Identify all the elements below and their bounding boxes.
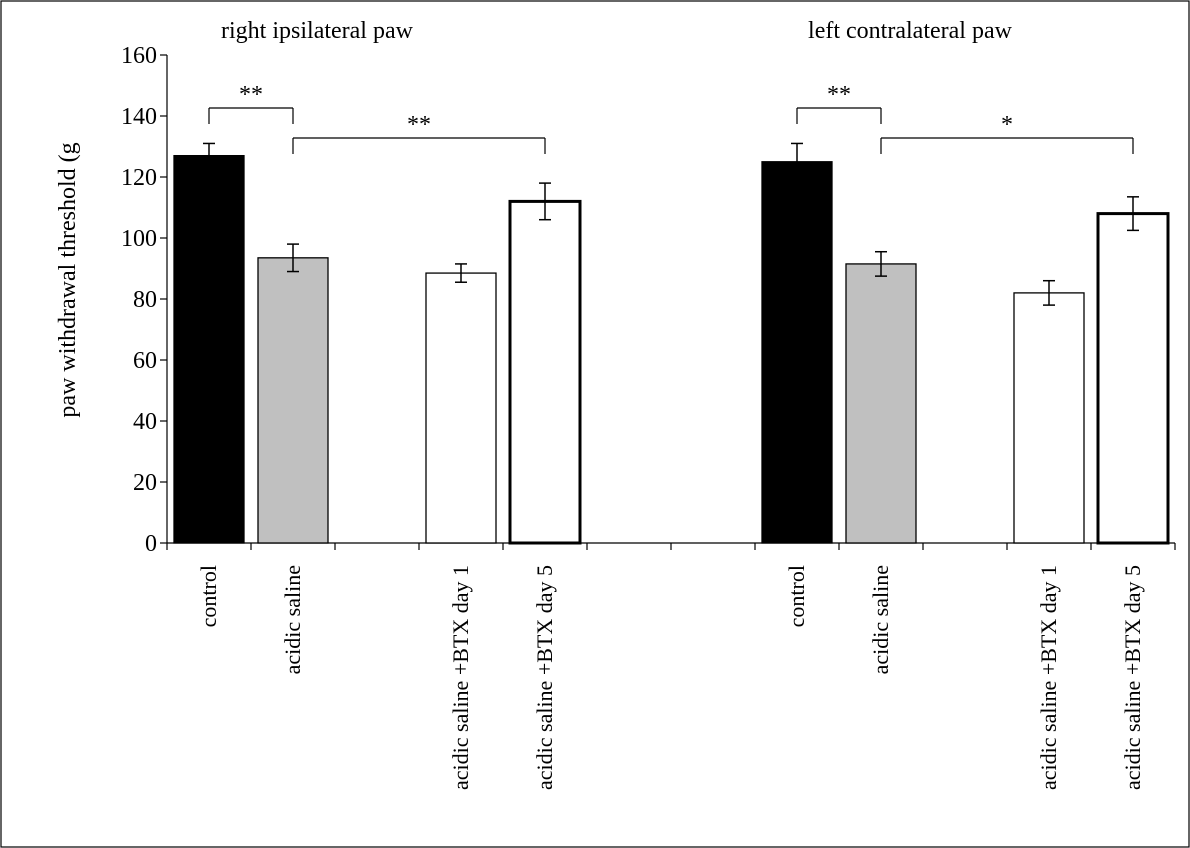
x-category-label: acidic saline +BTX day 5 (1120, 565, 1145, 790)
y-axis-label: paw withdrawal threshold (g (55, 142, 81, 417)
x-category-label: control (784, 565, 809, 627)
significance-label: * (1001, 112, 1013, 138)
significance-label: ** (239, 82, 263, 108)
bar (761, 161, 833, 544)
bar (1013, 292, 1085, 544)
bar (508, 199, 582, 545)
y-tick-label: 80 (133, 287, 157, 313)
group-title: left contralateral paw (808, 18, 1013, 44)
bar (173, 154, 245, 544)
x-category-label: acidic saline +BTX day 5 (532, 565, 557, 790)
bar (845, 263, 917, 544)
y-tick-label: 100 (121, 226, 157, 252)
group-title: right ipsilateral paw (221, 18, 414, 44)
y-tick-label: 20 (133, 470, 157, 496)
bar (1096, 212, 1170, 545)
y-tick-label: 140 (121, 104, 157, 130)
significance-label: ** (827, 82, 851, 108)
significance-label: ** (407, 112, 431, 138)
bar (425, 272, 497, 544)
y-tick-label: 160 (121, 43, 157, 69)
x-category-label: control (196, 565, 221, 627)
y-tick-label: 0 (145, 531, 157, 557)
y-tick-label: 120 (121, 165, 157, 191)
plot-area: 0 20 40 60 80 100 120 140 160 control acidic salin… (121, 18, 1176, 790)
y-tick-label: 40 (133, 409, 157, 435)
x-category-label: acidic saline (280, 565, 305, 674)
x-category-label: acidic saline +BTX day 1 (448, 565, 473, 790)
bar (257, 257, 329, 544)
x-category-label: acidic saline +BTX day 1 (1036, 565, 1061, 790)
y-tick-label: 60 (133, 348, 157, 374)
x-category-label: acidic saline (868, 565, 893, 674)
